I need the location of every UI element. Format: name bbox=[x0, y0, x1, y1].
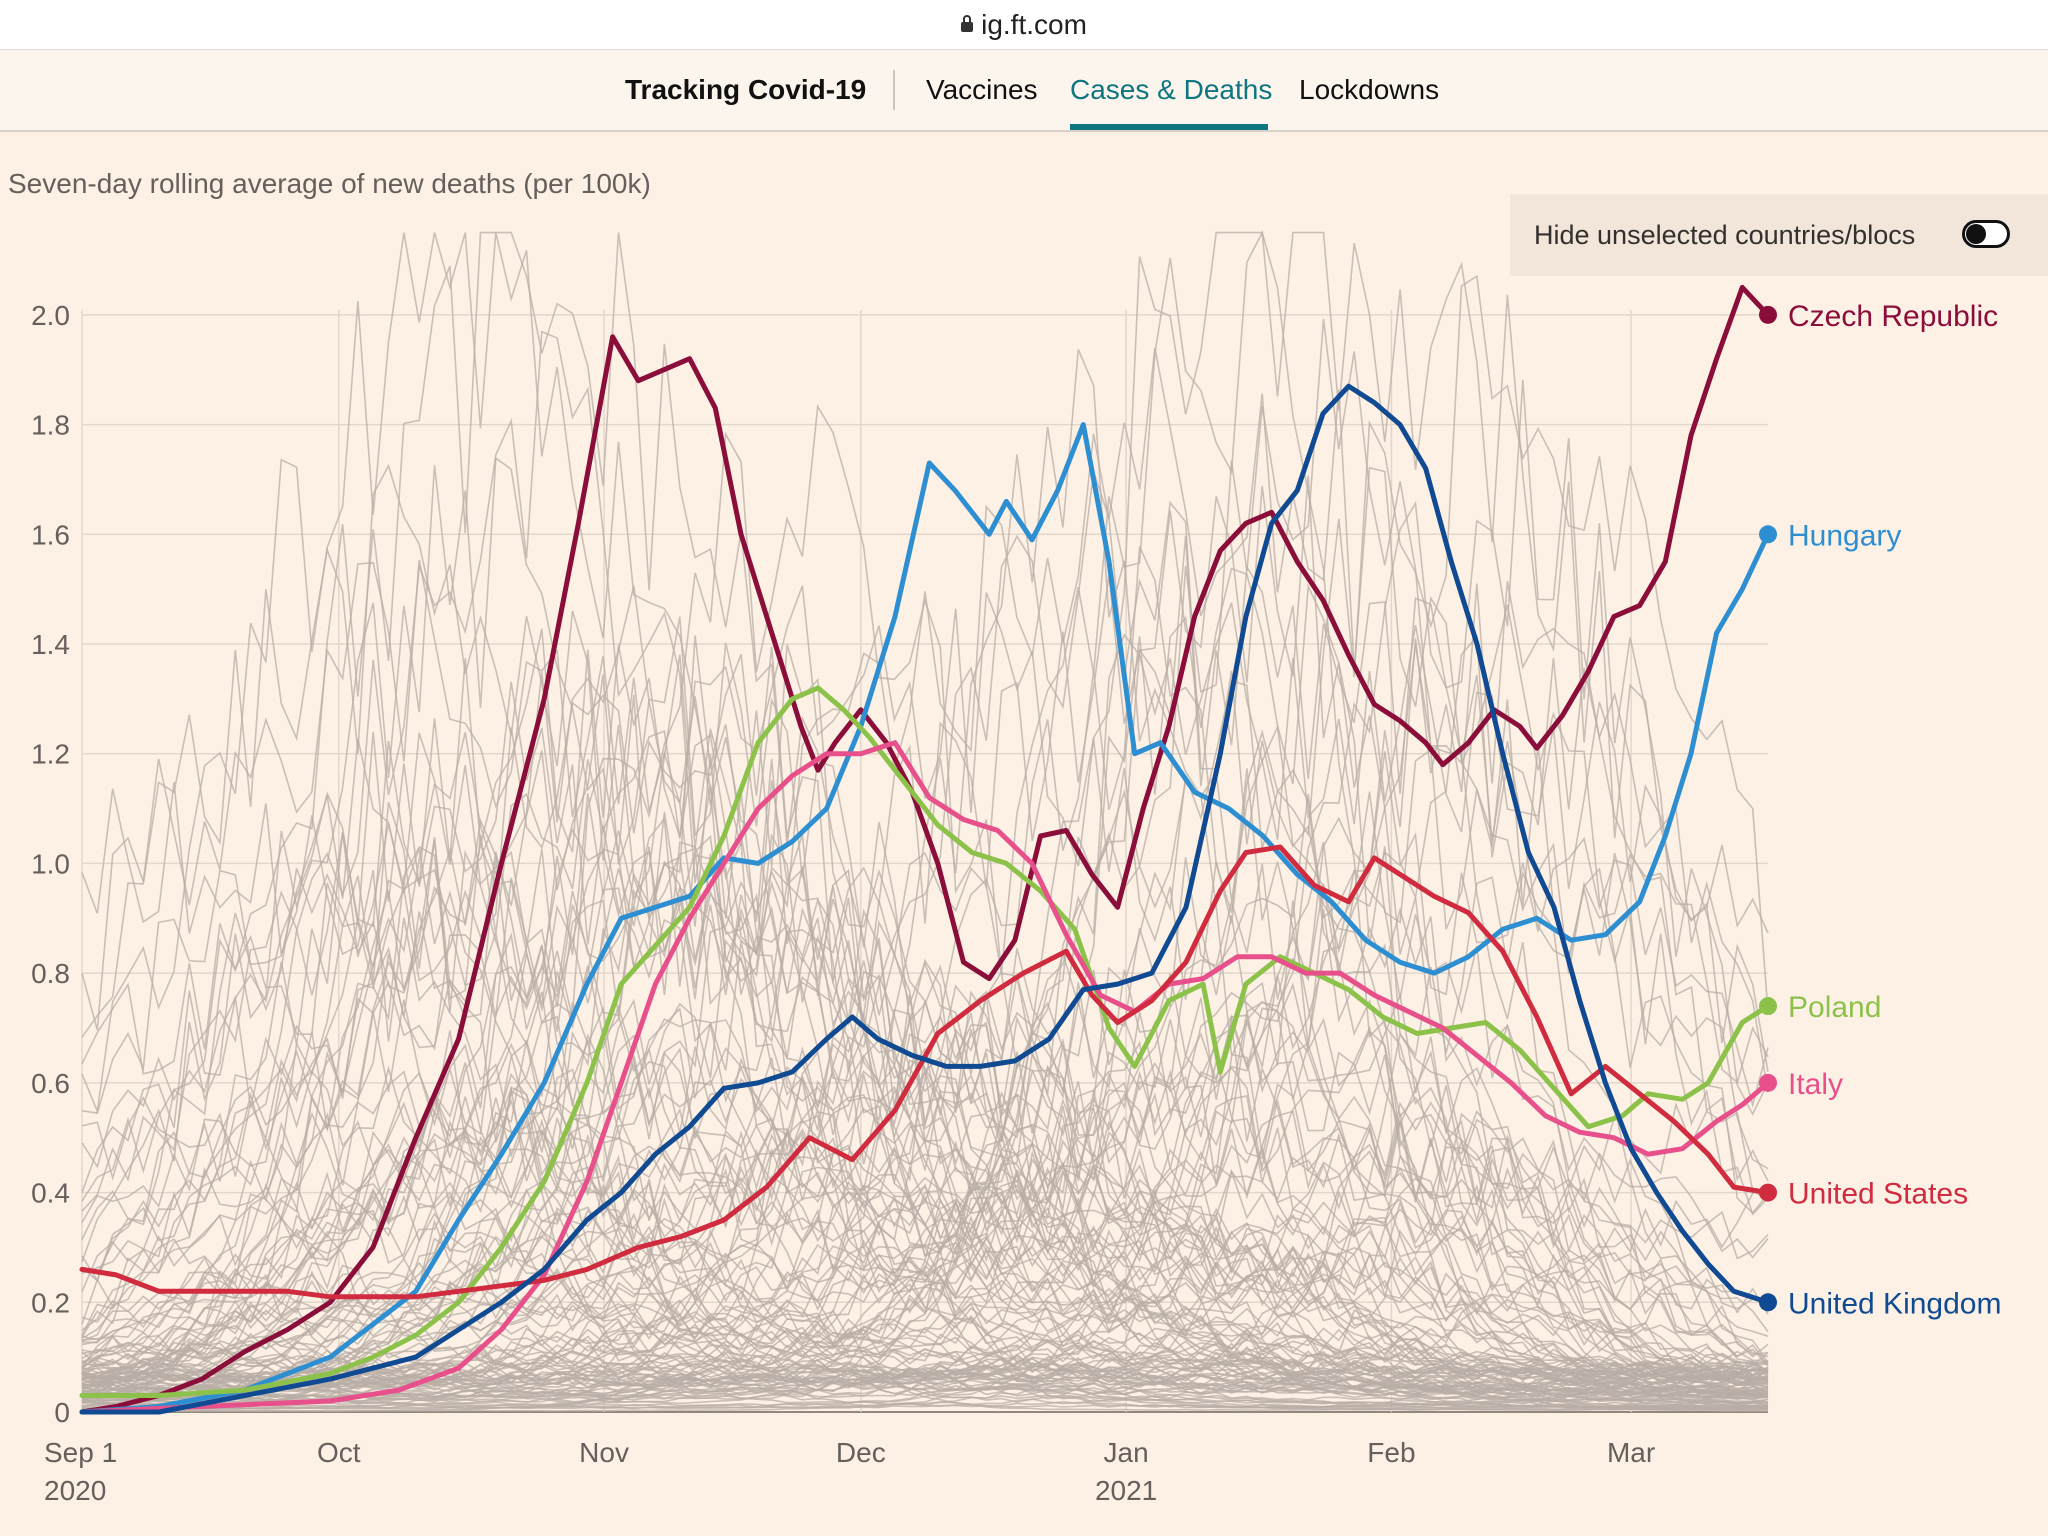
x-tick-label: Mar bbox=[1607, 1437, 1655, 1468]
background-country-line bbox=[81, 1337, 1769, 1378]
series-label[interactable]: United States bbox=[1788, 1178, 1968, 1211]
y-tick-label: 1.6 bbox=[31, 519, 70, 550]
hide-unselected-toggle[interactable]: Hide unselected countries/blocs bbox=[1510, 194, 2048, 276]
series-label[interactable]: Czech Republic bbox=[1788, 300, 1998, 333]
series-end-dot[interactable] bbox=[1759, 1183, 1777, 1202]
background-country-line bbox=[81, 1271, 1769, 1383]
background-country-line bbox=[81, 1074, 1769, 1397]
background-country-line bbox=[81, 1002, 1769, 1404]
series-line[interactable] bbox=[79, 422, 1771, 1415]
nav-brand[interactable]: Tracking Covid-19 bbox=[625, 74, 867, 105]
background-country-line bbox=[81, 536, 1769, 1402]
toggle-switch[interactable] bbox=[1962, 220, 2010, 248]
series-end-dot[interactable] bbox=[1759, 305, 1777, 324]
series-line[interactable] bbox=[79, 740, 1771, 1415]
background-country-line bbox=[81, 330, 1769, 1382]
background-country-line bbox=[81, 801, 1769, 1401]
browser-url-bar[interactable]: ig.ft.com bbox=[0, 0, 2048, 50]
tab-lockdowns[interactable]: Lockdowns bbox=[1299, 74, 1440, 105]
chart-y-axis-title: Seven-day rolling average of new deaths … bbox=[8, 168, 651, 199]
background-country-line bbox=[81, 1322, 1769, 1394]
y-tick-label: 0 bbox=[54, 1397, 70, 1428]
x-tick-label: Jan bbox=[1104, 1437, 1149, 1468]
x-tick-label: Dec bbox=[836, 1437, 886, 1468]
toggle-label: Hide unselected countries/blocs bbox=[1534, 220, 1916, 250]
series-end-dot[interactable] bbox=[1759, 525, 1777, 544]
background-country-line bbox=[81, 931, 1769, 1406]
background-country-line bbox=[81, 827, 1769, 1383]
background-country-line bbox=[81, 628, 1769, 1381]
background-country-line bbox=[81, 585, 1769, 1372]
chart-axes: 0 0.2 0.4 0.6 0.8 1.0 1.2 1.4 1.6 1.8 2.0 Sep 1 2020… bbox=[31, 300, 1655, 1506]
background-country-line bbox=[81, 644, 1769, 1393]
nav-separator bbox=[893, 70, 895, 110]
background-country-line bbox=[81, 1361, 1769, 1388]
background-country-line bbox=[81, 1178, 1769, 1396]
y-tick-label: 2.0 bbox=[31, 300, 70, 331]
tab-cases-deaths[interactable]: Cases & Deaths bbox=[1070, 74, 1273, 105]
series-end-dot[interactable] bbox=[1759, 997, 1777, 1016]
background-country-line bbox=[81, 969, 1769, 1387]
background-country-line bbox=[81, 616, 1769, 1404]
x-tick-label: Feb bbox=[1367, 1437, 1415, 1468]
series-label[interactable]: United Kingdom bbox=[1788, 1287, 2001, 1320]
background-country-line bbox=[81, 868, 1769, 1390]
series-end-dot[interactable] bbox=[1759, 1073, 1777, 1092]
background-country-line bbox=[81, 851, 1769, 1394]
background-country-line bbox=[81, 1366, 1769, 1410]
x-tick-year-label: 2021 bbox=[1095, 1475, 1157, 1506]
x-tick-year-label: 2020 bbox=[44, 1475, 106, 1506]
toggle-knob bbox=[1966, 224, 1986, 244]
active-tab-underline bbox=[1070, 124, 1268, 130]
x-tick-label: Oct bbox=[317, 1437, 361, 1468]
background-country-line bbox=[81, 1107, 1769, 1377]
background-country-line bbox=[81, 475, 1769, 1376]
series-label[interactable]: Poland bbox=[1788, 991, 1881, 1024]
series-label[interactable]: Hungary bbox=[1788, 519, 1901, 552]
background-country-line bbox=[81, 546, 1769, 1397]
background-country-line bbox=[81, 816, 1769, 1358]
y-tick-label: 0.4 bbox=[31, 1178, 70, 1209]
background-country-line bbox=[81, 471, 1769, 1386]
background-country-line bbox=[81, 1027, 1769, 1383]
background-country-line bbox=[81, 274, 1769, 1390]
y-tick-label: 1.2 bbox=[31, 739, 70, 770]
background-country-line bbox=[81, 347, 1769, 1407]
y-tick-label: 0.2 bbox=[31, 1287, 70, 1318]
background-country-line bbox=[81, 403, 1769, 1385]
nav-bar: Tracking Covid-19 Vaccines Cases & Death… bbox=[0, 50, 2048, 132]
background-country-line bbox=[81, 1304, 1769, 1377]
y-tick-label: 1.8 bbox=[31, 410, 70, 441]
background-country-line bbox=[81, 1307, 1768, 1410]
series-line[interactable] bbox=[79, 844, 1771, 1300]
x-tick-label: Nov bbox=[579, 1437, 629, 1468]
tab-vaccines[interactable]: Vaccines bbox=[926, 74, 1038, 105]
background-country-line bbox=[81, 679, 1769, 1384]
background-country-line bbox=[81, 848, 1769, 1325]
y-tick-label: 1.0 bbox=[31, 848, 70, 879]
series-line[interactable] bbox=[79, 383, 1771, 1415]
series-line[interactable] bbox=[79, 284, 1771, 1415]
y-tick-label: 1.4 bbox=[31, 629, 70, 660]
series-end-dot[interactable] bbox=[1759, 1293, 1777, 1312]
background-country-line bbox=[81, 969, 1769, 1376]
series-line[interactable] bbox=[79, 685, 1771, 1398]
y-tick-label: 0.6 bbox=[31, 1068, 70, 1099]
x-tick-label: Sep 1 bbox=[44, 1437, 117, 1468]
url-text: ig.ft.com bbox=[981, 8, 1087, 40]
highlighted-series: Czech Republic Hungary Poland Italy United S… bbox=[79, 284, 2001, 1415]
background-country-line bbox=[81, 1007, 1769, 1392]
background-country-line bbox=[81, 1086, 1769, 1412]
lock-icon bbox=[961, 14, 974, 32]
background-country-line bbox=[81, 1046, 1769, 1383]
y-tick-label: 0.8 bbox=[31, 958, 70, 989]
deaths-line-chart: Seven-day rolling average of new deaths … bbox=[8, 168, 2001, 1506]
background-country-line bbox=[81, 732, 1769, 1397]
series-label[interactable]: Italy bbox=[1788, 1068, 1843, 1101]
